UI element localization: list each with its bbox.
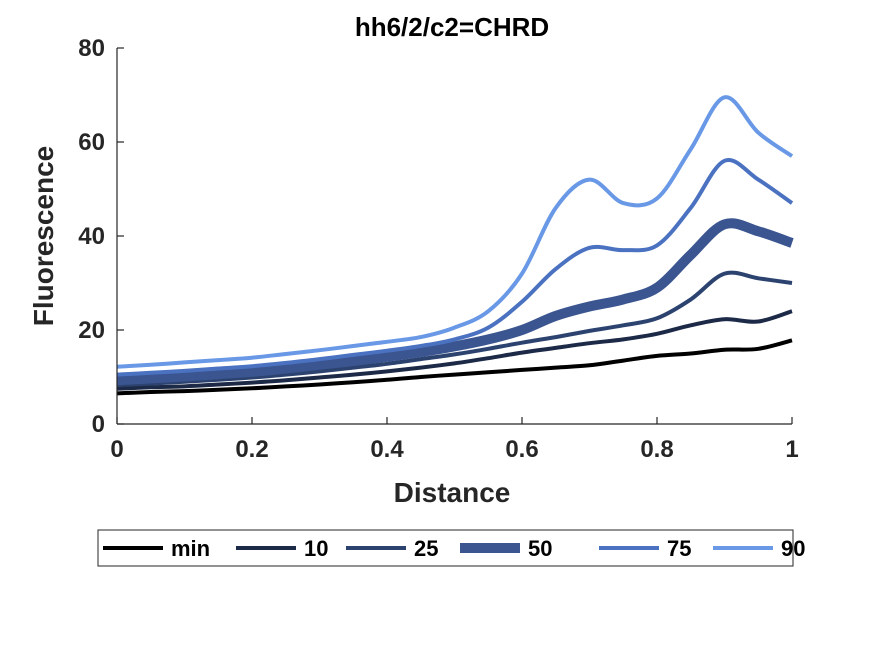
legend-label-90: 90 [781,536,805,561]
series-line-75 [116,158,794,377]
legend-box [97,529,794,567]
x-tick-label: 0.8 [640,436,673,463]
legend-label-min: min [171,536,210,561]
y-tick-label: 20 [78,317,105,344]
legend: min 10 25 50 75 90 [97,529,805,567]
series-line-90 [116,95,794,369]
legend-label-10: 10 [304,536,328,561]
y-tick-label: 40 [78,223,105,250]
x-tick-label: 1 [785,436,798,463]
x-tick-label: 0 [110,436,123,463]
series-line-min [116,338,793,396]
plot-area [116,95,794,396]
legend-label-75: 75 [667,536,691,561]
y-axis-label: Fluorescence [28,146,59,327]
y-tick-label: 80 [78,35,105,62]
x-tick-label: 0.2 [235,436,268,463]
series-line-25 [116,270,793,387]
y-tick-label: 60 [78,129,105,156]
chart-title: hh6/2/c2=CHRD [355,12,549,42]
x-axis-label: Distance [394,477,511,508]
series-line-10 [116,309,793,391]
legend-label-25: 25 [414,536,438,561]
x-tick-label: 0.6 [505,436,538,463]
y-tick-label: 0 [92,411,105,438]
x-tick-label: 0.4 [370,436,404,463]
legend-label-50: 50 [528,536,552,561]
ticks: 0 0.2 0.4 0.6 0.8 1 0 20 40 60 80 [78,35,798,463]
series-line-50 [116,218,794,386]
